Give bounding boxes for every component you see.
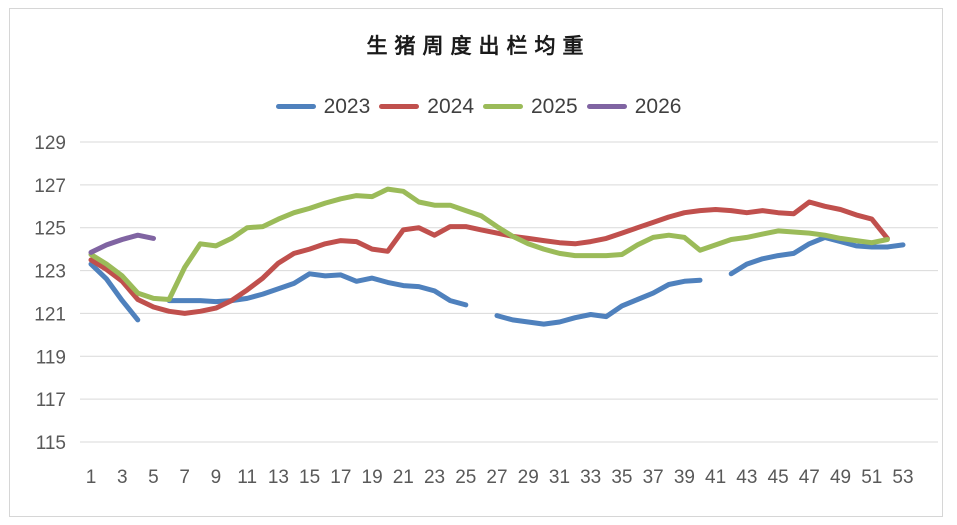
x-axis-tick-label: 1 — [86, 467, 97, 488]
legend-item-2025: 2025 — [483, 96, 578, 117]
x-axis-tick-label: 19 — [362, 467, 383, 488]
x-axis-tick-label: 9 — [211, 467, 222, 488]
x-axis-tick-label: 29 — [518, 467, 539, 488]
x-axis-tick-label: 37 — [643, 467, 664, 488]
x-axis-tick-label: 25 — [455, 467, 476, 488]
series-line-2026 — [88, 232, 156, 255]
chart-title: 生猪周度出栏均重 — [366, 35, 591, 58]
series-line-2024 — [88, 199, 890, 316]
legend-item-2024: 2024 — [379, 96, 474, 117]
y-axis-tick-label: 123 — [34, 262, 66, 283]
x-axis-tick-label: 11 — [237, 467, 257, 488]
y-axis-tick-label: 115 — [36, 433, 66, 454]
x-axis-tick-label: 39 — [674, 467, 695, 488]
x-axis-tick-label: 45 — [768, 467, 789, 488]
series-line-2025 — [88, 186, 890, 302]
legend-swatch-2025 — [483, 104, 523, 109]
x-axis-tick-label: 47 — [799, 467, 820, 488]
chart-border-frame — [9, 8, 943, 517]
x-axis-tick-label: 51 — [861, 467, 882, 488]
y-axis-tick-label: 121 — [34, 304, 66, 325]
x-axis-tick-label: 5 — [148, 467, 159, 488]
series-line-2023 — [88, 261, 141, 323]
series-line-2023 — [728, 234, 906, 277]
x-axis-tick-label: 23 — [424, 467, 445, 488]
legend-label-2024: 2024 — [427, 95, 474, 118]
y-axis-tick-label: 117 — [36, 390, 66, 411]
legend-label-2023: 2023 — [323, 95, 371, 118]
x-axis-tick-label: 49 — [830, 467, 851, 488]
x-axis-tick-label: 53 — [892, 467, 913, 488]
chart-legend: 2023 2024 2025 2026 — [0, 96, 957, 117]
x-axis-tick-label: 7 — [179, 467, 190, 488]
series-line-2023 — [494, 277, 703, 327]
x-axis-tick-label: 31 — [549, 467, 570, 488]
x-axis-tick-label: 21 — [393, 467, 414, 488]
y-axis-tick-label: 129 — [34, 133, 66, 154]
y-axis-tick-label: 125 — [34, 219, 66, 240]
legend-label-2025: 2025 — [531, 95, 578, 118]
legend-swatch-2024 — [379, 104, 420, 109]
x-axis-tick-label: 15 — [299, 467, 320, 488]
legend-label-2026: 2026 — [634, 95, 682, 118]
series-line-2023 — [166, 271, 469, 308]
x-axis-tick-label: 3 — [117, 467, 128, 488]
x-axis-tick-label: 27 — [486, 467, 507, 488]
x-axis-tick-label: 35 — [611, 467, 632, 488]
legend-swatch-2023 — [275, 104, 316, 109]
legend-item-2023: 2023 — [275, 95, 371, 118]
y-axis-tick-label: 119 — [36, 347, 66, 368]
x-axis-tick-label: 33 — [580, 467, 601, 488]
x-axis-tick-label: 41 — [705, 467, 726, 488]
x-axis-tick-label: 17 — [330, 467, 351, 488]
x-axis-tick-label: 13 — [268, 467, 289, 488]
y-axis-tick-label: 127 — [34, 176, 66, 197]
legend-swatch-2026 — [586, 104, 627, 109]
legend-item-2026: 2026 — [586, 95, 682, 118]
x-axis-tick-label: 43 — [736, 467, 757, 488]
